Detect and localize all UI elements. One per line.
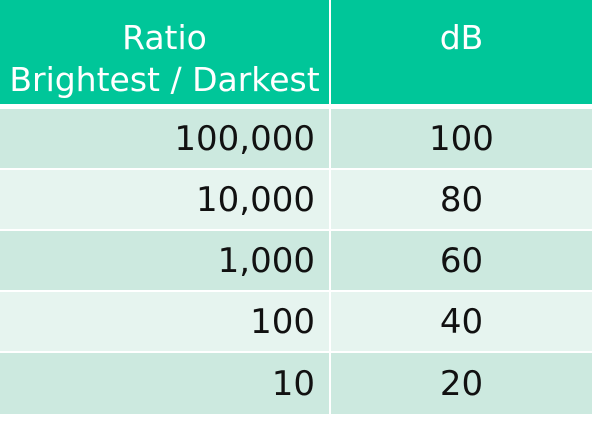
table-body: 100,000 100 10,000 80 1,000 60 100 40 10… (0, 109, 592, 414)
db-cell: 60 (331, 231, 592, 292)
contrast-ratio-table: Ratio Brightest / Darkest dB 100,000 100… (0, 0, 592, 414)
ratio-cell: 100,000 (0, 109, 331, 170)
ratio-cell: 1,000 (0, 231, 331, 292)
table-row: 10 20 (0, 353, 592, 414)
ratio-header-line1: Ratio (122, 18, 207, 57)
db-cell: 80 (331, 170, 592, 231)
db-header-label: dB (439, 18, 484, 57)
db-column-header: dB (331, 0, 592, 109)
table-row: 10,000 80 (0, 170, 592, 231)
db-cell: 20 (331, 353, 592, 414)
ratio-cell: 100 (0, 292, 331, 353)
table-row: 1,000 60 (0, 231, 592, 292)
ratio-cell: 10,000 (0, 170, 331, 231)
ratio-column-header: Ratio Brightest / Darkest (0, 0, 331, 109)
table-header: Ratio Brightest / Darkest dB (0, 0, 592, 109)
header-row: Ratio Brightest / Darkest dB (0, 0, 592, 109)
ratio-cell: 10 (0, 353, 331, 414)
table-row: 100 40 (0, 292, 592, 353)
table-row: 100,000 100 (0, 109, 592, 170)
db-cell: 40 (331, 292, 592, 353)
db-cell: 100 (331, 109, 592, 170)
ratio-header-line2: Brightest / Darkest (9, 60, 320, 99)
